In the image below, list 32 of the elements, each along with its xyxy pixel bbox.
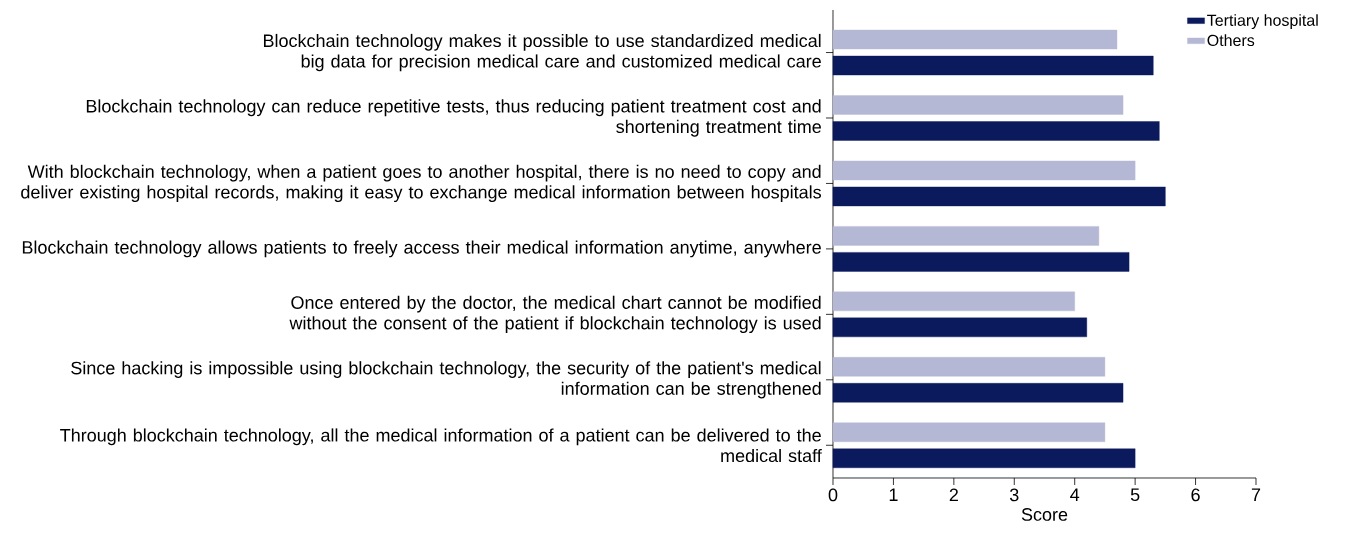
bar [832,226,1100,246]
y-tick-label: Blockchain technology allows patients to freely access their medical information anytime, anywhere [22,240,821,258]
y-tick-label: Through blockchain technology, all the medical information of a patient can be delivered to the medical staff [60,428,822,463]
bar [832,291,1075,312]
bar [832,422,1106,442]
y-tick-label: Once entered by the doctor, the medical chart cannot be modified without the consent of the patient if blockchain technology is used [289,295,821,333]
x-tick-label: 7 [1251,488,1261,501]
y-tick-label: With blockchain technology, when a patient goes to another hospital, there is no need to copy and deliver existing hospital records, making it easy to exchange medical information between hospitals [21,164,821,203]
bar [832,252,1130,272]
bar [832,186,1166,207]
x-tick-label: 2 [949,488,958,502]
y-tick-label: Blockchain technology can reduce repetitive tests, thus reducing patient treatment cost and shortening treatment time [86,99,821,137]
bar [832,357,1106,377]
bar [832,121,1160,141]
y-tick-label: Blockchain technology makes it possible to use standardized medical big data for precision medical care and customized medical care [263,33,821,72]
x-tick-label: 3 [1009,488,1019,502]
x-tick-label: 0 [828,488,838,502]
bar [832,55,1154,76]
legend-label: Tertiary hospital [1207,14,1318,30]
bar [832,95,1124,115]
bar [832,383,1124,403]
x-tick-label: 6 [1191,488,1200,502]
x-axis-title: Score [1021,508,1068,521]
legend-label: Others [1207,34,1255,47]
bar [832,29,1118,50]
bar [832,160,1136,181]
bar [832,317,1087,338]
x-tick-label: 4 [1070,488,1080,501]
y-tick-label: Since hacking is impossible using blockchain technology, the security of the patient's medical information can be strengthened [71,361,821,399]
x-tick-label: 1 [889,488,898,501]
x-tick-label: 5 [1130,488,1140,502]
bar [832,448,1136,468]
